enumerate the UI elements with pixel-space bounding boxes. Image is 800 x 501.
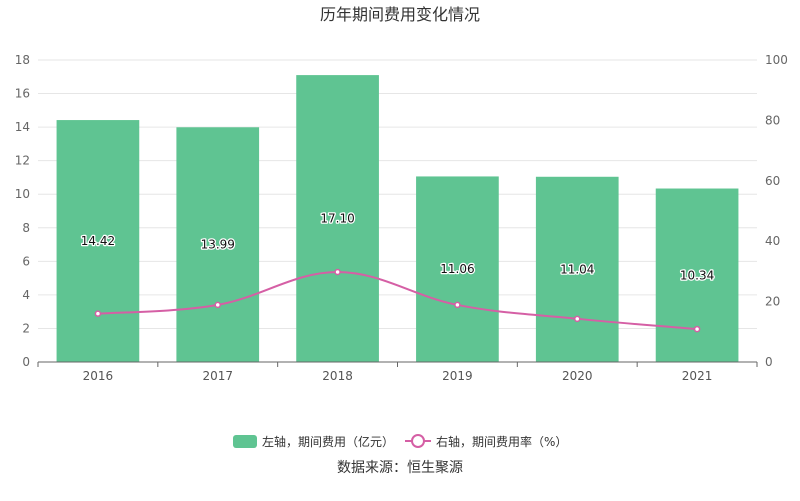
- bar-data-label: 10.34: [680, 268, 714, 282]
- line-point: [214, 301, 221, 309]
- x-tick-label: 2020: [562, 369, 593, 383]
- bar-data-label: 14.42: [81, 234, 115, 248]
- legend-swatch-bar: [233, 435, 257, 448]
- legend[interactable]: 左轴，期间费用（亿元） 右轴，期间费用率（%）: [233, 434, 567, 449]
- bar-data-label: 11.06: [440, 262, 474, 276]
- y-left-tick-label: 18: [15, 53, 30, 67]
- bar-series: [56, 75, 739, 362]
- legend-label-bar: 左轴，期间费用（亿元）: [262, 434, 394, 449]
- line-series: [94, 268, 701, 333]
- y-right-tick-label: 20: [765, 295, 780, 309]
- x-tick-label: 2019: [442, 369, 473, 383]
- x-tick-label: 2017: [202, 369, 233, 383]
- bar: [655, 188, 739, 362]
- y-right-tick-label: 0: [765, 355, 773, 369]
- line-point: [693, 325, 701, 333]
- legend-item-bar[interactable]: 左轴，期间费用（亿元）: [233, 434, 394, 449]
- x-tick-label: 2021: [682, 369, 713, 383]
- y-left-tick-label: 12: [15, 154, 30, 168]
- line-point: [94, 310, 102, 317]
- bar: [416, 176, 499, 362]
- y-left-tick-label: 14: [15, 120, 30, 134]
- y-right-tick-label: 40: [765, 234, 780, 248]
- legend-item-line[interactable]: 右轴，期间费用率（%）: [405, 434, 567, 449]
- bar-data-label: 17.10: [320, 212, 354, 226]
- y-axis-right: 0 20 40 60 80 100: [765, 53, 788, 369]
- x-axis: 2016 2017 2018 2019 2020 2021: [37, 361, 758, 383]
- x-tick-label: 2016: [83, 369, 114, 383]
- x-tick-label: 2018: [322, 369, 353, 383]
- y-left-tick-label: 10: [15, 187, 30, 201]
- bar-data-label: 13.99: [201, 238, 235, 252]
- chart-title: 历年期间费用变化情况: [320, 5, 480, 24]
- legend-swatch-marker: [411, 434, 425, 448]
- y-right-tick-label: 100: [765, 53, 788, 67]
- data-labels: 14.42 13.99 17.10 11.06 11.04 10.34: [79, 210, 715, 283]
- line-point: [334, 268, 341, 276]
- bar: [176, 127, 260, 362]
- y-left-tick-label: 8: [22, 221, 30, 235]
- legend-label-line: 右轴，期间费用率（%）: [436, 434, 567, 449]
- line-path: [97, 271, 698, 331]
- bar: [535, 176, 619, 362]
- y-left-tick-label: 16: [15, 87, 30, 101]
- source-text: 数据来源：恒生聚源: [337, 460, 463, 476]
- y-left-tick-label: 0: [22, 355, 30, 369]
- y-left-tick-label: 2: [22, 321, 30, 335]
- y-right-tick-label: 60: [765, 174, 780, 188]
- line-point: [454, 301, 461, 309]
- bar: [56, 120, 140, 362]
- y-left-tick-label: 4: [22, 288, 30, 302]
- y-axis-left: 0 2 4 6 8 10 12 14 16 18: [15, 53, 30, 369]
- y-right-tick-label: 80: [765, 113, 780, 127]
- grid: [38, 59, 757, 363]
- line-point: [574, 315, 581, 323]
- y-left-tick-label: 6: [22, 254, 30, 268]
- bar: [296, 75, 379, 362]
- bar-data-label: 11.04: [560, 262, 594, 276]
